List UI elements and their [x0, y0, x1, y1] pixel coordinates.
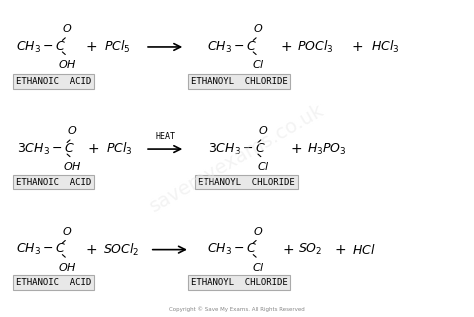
Text: $CH_3-C$: $CH_3-C$: [207, 39, 257, 55]
Text: $O$: $O$: [258, 124, 268, 136]
Text: $H_3PO_3$: $H_3PO_3$: [307, 141, 346, 157]
Text: $CH_3-C$: $CH_3-C$: [17, 39, 66, 55]
Text: ETHANOYL  CHLORIDE: ETHANOYL CHLORIDE: [191, 278, 288, 287]
Text: ETHANOIC  ACID: ETHANOIC ACID: [16, 77, 91, 86]
Text: $PCl_3$: $PCl_3$: [106, 141, 133, 157]
Text: $OH$: $OH$: [58, 58, 77, 70]
Text: $3CH_3-C$: $3CH_3-C$: [208, 141, 266, 157]
Text: +: +: [88, 142, 99, 156]
Text: $SOCl_2$: $SOCl_2$: [103, 242, 140, 258]
Text: $SO_2$: $SO_2$: [298, 242, 322, 257]
Text: savemyexams.co.uk: savemyexams.co.uk: [146, 101, 328, 216]
Text: ETHANOIC  ACID: ETHANOIC ACID: [16, 178, 91, 187]
Text: HEAT: HEAT: [155, 132, 175, 141]
Text: +: +: [282, 243, 294, 257]
Text: $OH$: $OH$: [58, 261, 77, 273]
Text: $HCl_3$: $HCl_3$: [371, 39, 400, 55]
Text: $CH_3-C$: $CH_3-C$: [207, 242, 257, 257]
Text: +: +: [281, 40, 292, 54]
Text: +: +: [85, 243, 97, 257]
Text: ETHANOYL  CHLORIDE: ETHANOYL CHLORIDE: [191, 77, 288, 86]
Text: ETHANOIC  ACID: ETHANOIC ACID: [16, 278, 91, 287]
Text: $O$: $O$: [253, 22, 264, 34]
Text: +: +: [290, 142, 302, 156]
Text: $Cl$: $Cl$: [252, 261, 264, 273]
Text: $Cl$: $Cl$: [256, 160, 269, 172]
Text: $3CH_3-C$: $3CH_3-C$: [17, 141, 75, 157]
Text: $OH$: $OH$: [63, 160, 82, 172]
Text: Copyright © Save My Exams. All Rights Reserved: Copyright © Save My Exams. All Rights Re…: [169, 307, 305, 313]
Text: $POCl_3$: $POCl_3$: [297, 39, 333, 55]
Text: $O$: $O$: [62, 22, 73, 34]
Text: $Cl$: $Cl$: [252, 58, 264, 70]
Text: $CH_3-C$: $CH_3-C$: [17, 242, 66, 257]
Text: $HCl$: $HCl$: [352, 243, 375, 257]
Text: $O$: $O$: [253, 225, 264, 237]
Text: $PCl_5$: $PCl_5$: [103, 39, 130, 55]
Text: +: +: [85, 40, 97, 54]
Text: +: +: [335, 243, 346, 257]
Text: $O$: $O$: [67, 124, 77, 136]
Text: +: +: [351, 40, 363, 54]
Text: ETHANOYL  CHLORIDE: ETHANOYL CHLORIDE: [198, 178, 295, 187]
Text: $O$: $O$: [62, 225, 73, 237]
